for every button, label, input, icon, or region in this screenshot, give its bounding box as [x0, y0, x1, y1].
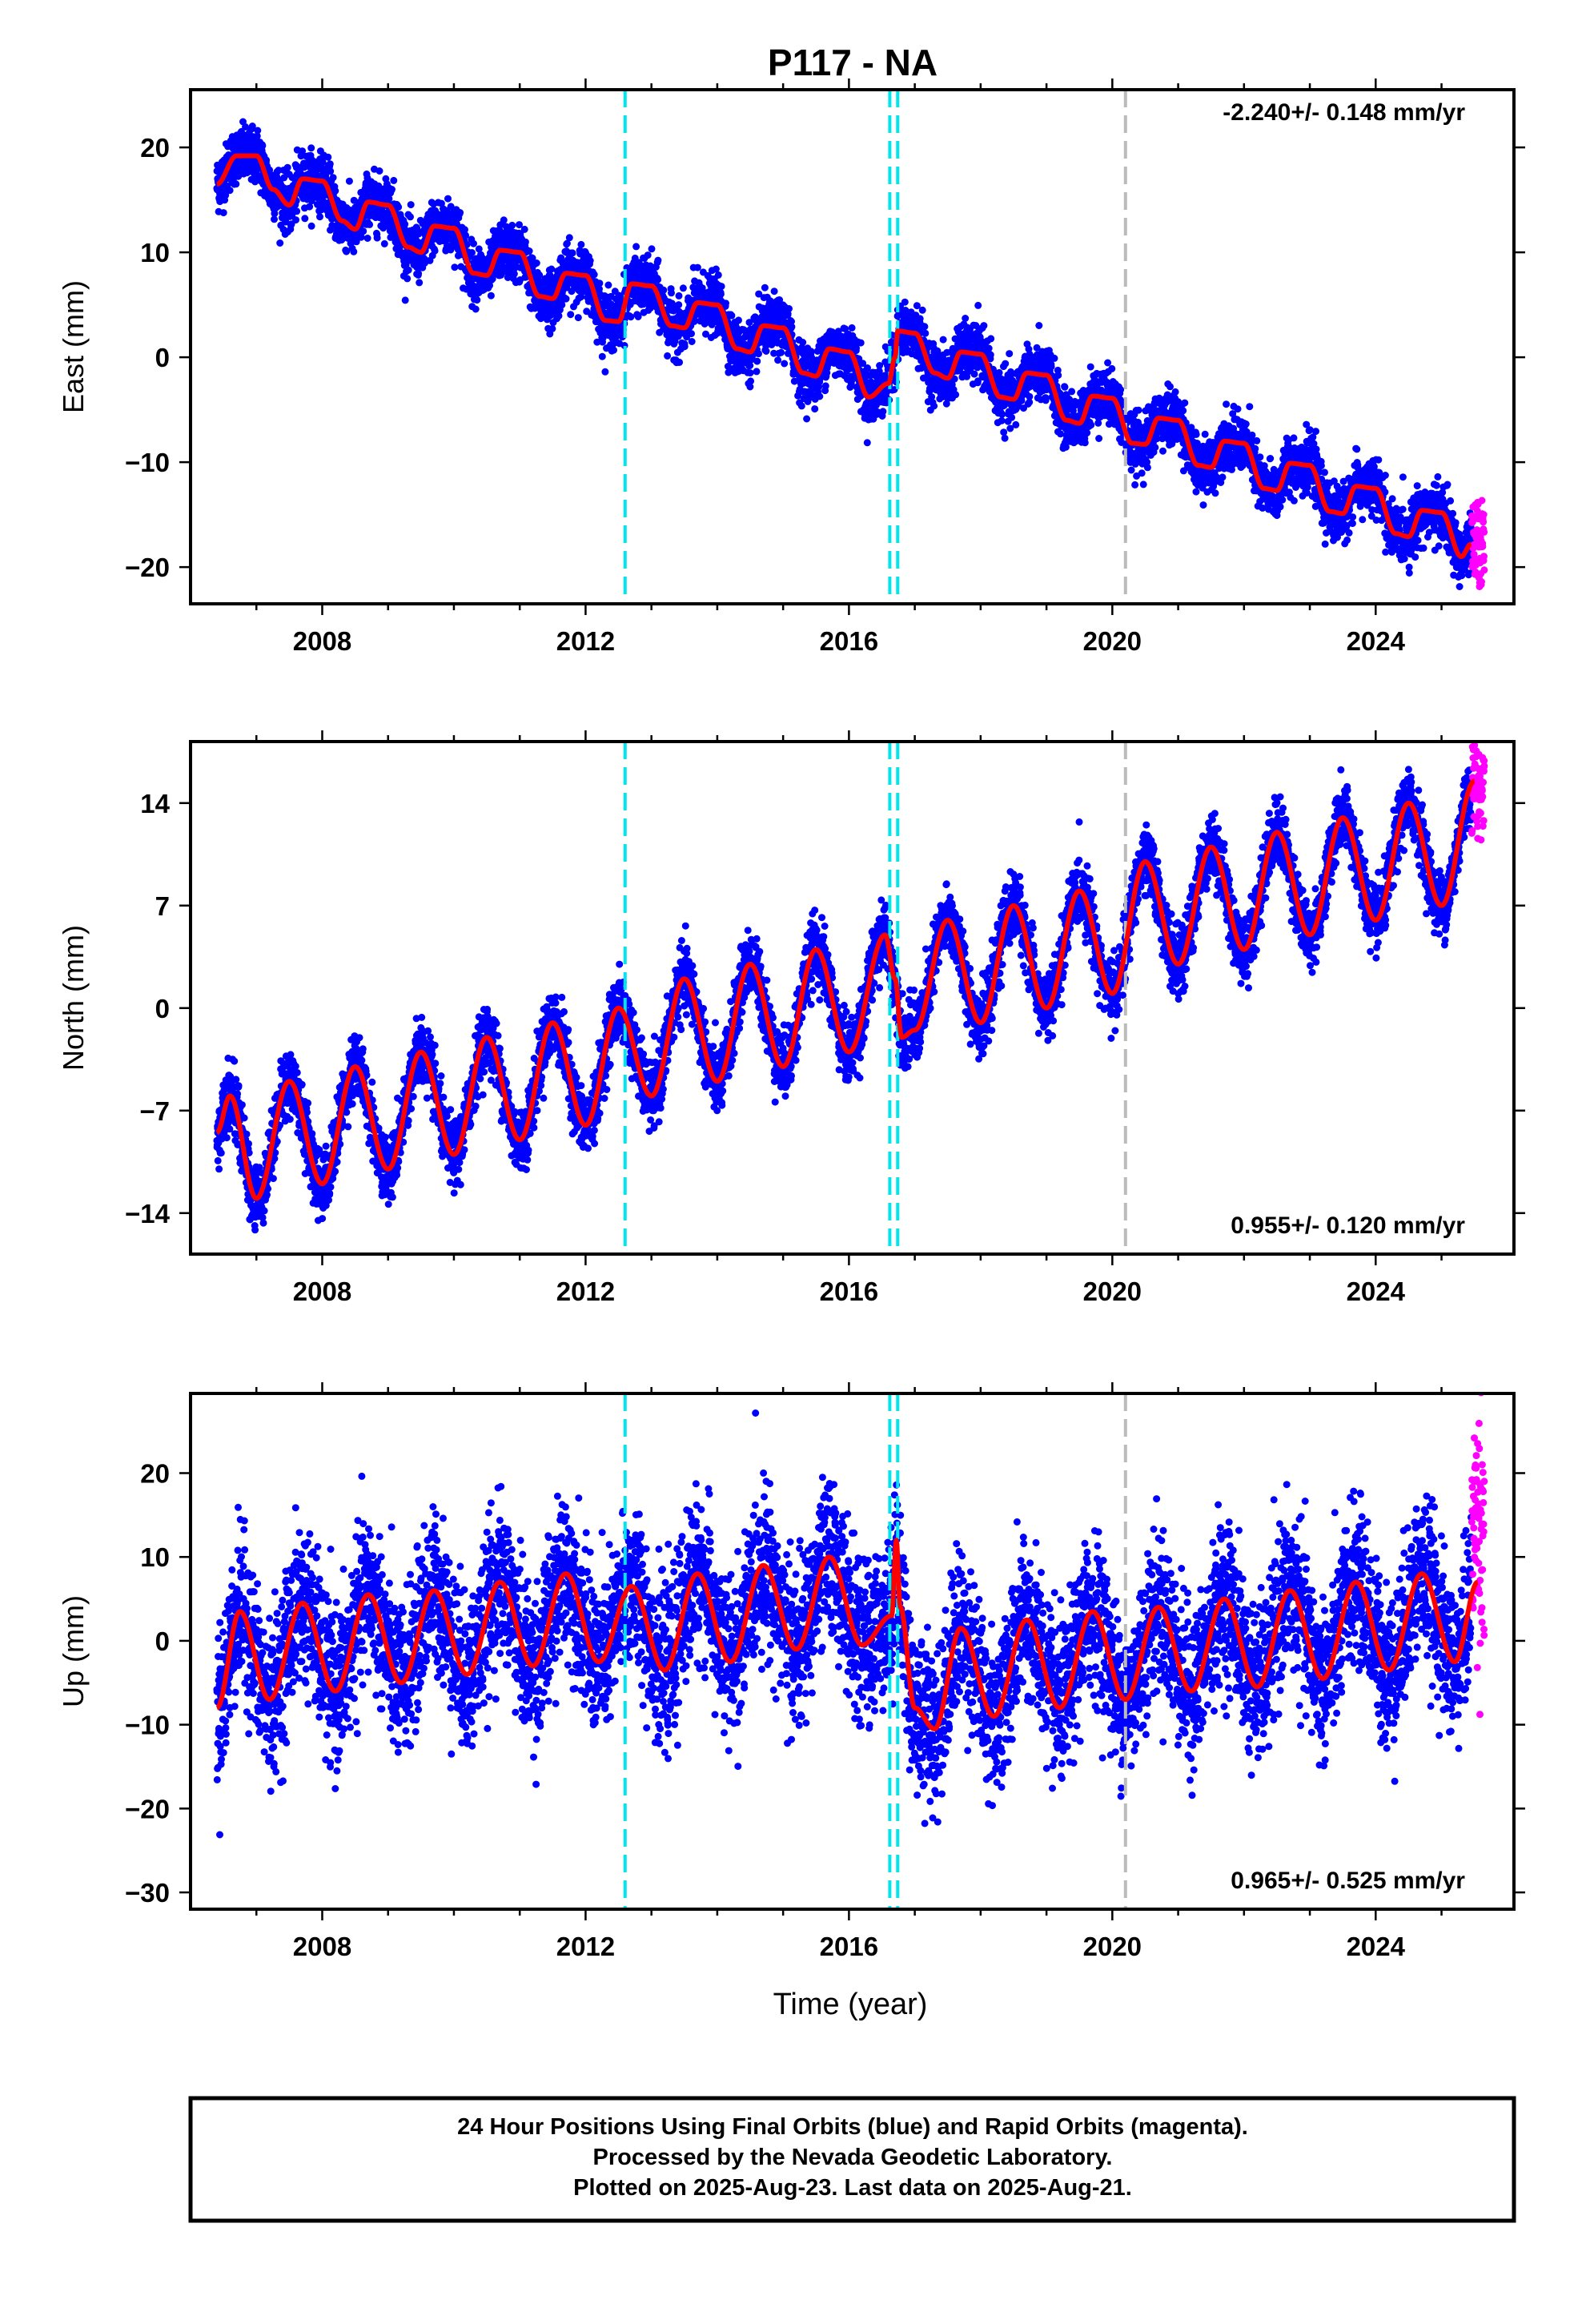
y-axis-label: Up (mm)	[57, 1595, 90, 1707]
y-tick-label: −20	[125, 1794, 170, 1823]
rapid-orbit-point-cloud	[1468, 1393, 1488, 1719]
velocity-annotation: 0.955+/- 0.120 mm/yr	[1231, 1212, 1465, 1239]
y-axis-label: North (mm)	[57, 925, 90, 1071]
y-tick-label: −20	[125, 553, 170, 582]
velocity-annotation: -2.240+/- 0.148 mm/yr	[1223, 99, 1465, 126]
y-tick-label: 0	[155, 343, 170, 372]
final-orbit-point-cloud	[213, 118, 1475, 591]
rapid-orbit-point-cloud	[1468, 497, 1488, 591]
plot-frame	[189, 88, 1516, 605]
y-tick-label: 14	[140, 789, 170, 818]
x-axis-label: Time (year)	[773, 1988, 928, 2021]
x-tick-label: 2016	[820, 1277, 878, 1306]
x-tick-label: 2016	[820, 1932, 878, 1961]
final-orbit-point-cloud	[213, 1409, 1475, 1839]
y-tick-label: −30	[125, 1878, 170, 1908]
y-tick-label: −10	[125, 448, 170, 477]
final-orbit-points	[213, 1409, 1475, 1839]
x-tick-label: 2008	[293, 626, 351, 656]
footer-box	[188, 2096, 1516, 2223]
x-tick-label: 2012	[556, 626, 615, 656]
x-tick-label: 2008	[293, 1932, 351, 1961]
x-tick-label: 2008	[293, 1277, 351, 1306]
x-tick-label: 2020	[1083, 1932, 1142, 1961]
east-panel: 2008 2012 2016 2020 2024 20 10 0 −10 −20 East (mm)…	[57, 78, 1525, 656]
y-tick-label: 0	[155, 994, 170, 1023]
final-orbit-points	[213, 118, 1475, 591]
final-orbit-point-cloud	[213, 766, 1475, 1234]
y-tick-label: 0	[155, 1626, 170, 1656]
y-tick-label: 20	[140, 1458, 170, 1488]
x-tick-label: 2020	[1083, 1277, 1142, 1306]
footer-line-3: Plotted on 2025-Aug-23. Last data on 202…	[573, 2175, 1132, 2201]
y-axis-label: East (mm)	[57, 280, 90, 413]
y-tick-label: 7	[155, 891, 170, 921]
figure-title: P117 - NA	[768, 42, 938, 83]
final-orbit-points	[213, 766, 1475, 1234]
y-tick-label: 20	[140, 133, 170, 163]
rapid-orbit-points	[1468, 497, 1488, 591]
rapid-orbit-points	[1468, 742, 1488, 844]
north-panel: 2008 2012 2016 2020 2024 14 7 0 −7 −14 North (mm) 0…	[57, 730, 1525, 1306]
plot-area	[213, 1393, 1488, 1909]
footer-line-2: Processed by the Nevada Geodetic Laborat…	[593, 2145, 1113, 2170]
y-tick-label: −14	[125, 1199, 171, 1228]
plot-frame	[189, 740, 1516, 1256]
plot-area	[213, 90, 1488, 604]
y-tick-label: −7	[139, 1096, 170, 1126]
x-tick-label: 2024	[1347, 1932, 1406, 1961]
rapid-orbit-points	[1468, 1393, 1488, 1719]
rapid-orbit-point-cloud	[1468, 742, 1488, 844]
footer-line-1: 24 Hour Positions Using Final Orbits (bl…	[457, 2114, 1248, 2140]
x-tick-label: 2024	[1347, 1277, 1406, 1306]
model-fit-line	[215, 1538, 1480, 1731]
y-tick-label: 10	[140, 238, 170, 267]
x-tick-label: 2012	[556, 1277, 615, 1306]
model-fit-line	[215, 153, 1473, 559]
up-panel: 2008 2012 2016 2020 2024 20 10 0 −10 −20 −30 Up (mm…	[57, 1382, 1525, 1961]
model-fit-line	[215, 778, 1476, 1201]
plot-area	[213, 742, 1488, 1254]
x-tick-label: 2020	[1083, 626, 1142, 656]
velocity-annotation: 0.965+/- 0.525 mm/yr	[1231, 1868, 1465, 1894]
y-tick-label: 10	[140, 1542, 170, 1572]
y-tick-label: −10	[125, 1711, 170, 1740]
x-tick-label: 2024	[1347, 626, 1406, 656]
plot-frame	[189, 1392, 1516, 1911]
x-tick-label: 2012	[556, 1932, 615, 1961]
x-tick-label: 2016	[820, 626, 878, 656]
